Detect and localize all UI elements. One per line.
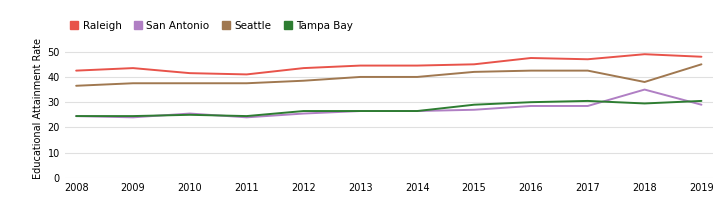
San Antonio <box>356 110 365 112</box>
Seattle <box>72 84 81 87</box>
Line: Raleigh: Raleigh <box>76 54 701 74</box>
Tampa Bay <box>72 115 81 117</box>
San Antonio <box>469 108 478 111</box>
Seattle <box>583 69 592 72</box>
San Antonio <box>129 116 138 119</box>
San Antonio <box>526 105 535 107</box>
San Antonio <box>300 112 308 115</box>
Seattle <box>697 63 706 66</box>
Seattle <box>186 82 194 85</box>
Line: San Antonio: San Antonio <box>76 90 701 117</box>
Raleigh <box>413 64 421 67</box>
Seattle <box>640 81 649 83</box>
Tampa Bay <box>300 110 308 112</box>
San Antonio <box>583 105 592 107</box>
Seattle <box>300 79 308 82</box>
San Antonio <box>697 104 706 106</box>
Seattle <box>469 71 478 73</box>
Tampa Bay <box>697 100 706 102</box>
Tampa Bay <box>243 115 251 117</box>
Tampa Bay <box>583 100 592 102</box>
Seattle <box>356 76 365 78</box>
Raleigh <box>186 72 194 74</box>
Raleigh <box>697 55 706 58</box>
Tampa Bay <box>129 115 138 117</box>
Seattle <box>129 82 138 85</box>
San Antonio <box>72 115 81 117</box>
Raleigh <box>583 58 592 61</box>
San Antonio <box>243 116 251 119</box>
Line: Tampa Bay: Tampa Bay <box>76 101 701 116</box>
Raleigh <box>72 69 81 72</box>
San Antonio <box>413 110 421 112</box>
Raleigh <box>300 67 308 69</box>
Y-axis label: Educational Attainment Rate: Educational Attainment Rate <box>33 38 43 179</box>
Raleigh <box>356 64 365 67</box>
Raleigh <box>129 67 138 69</box>
Tampa Bay <box>413 110 421 112</box>
Raleigh <box>526 57 535 59</box>
Seattle <box>243 82 251 85</box>
Tampa Bay <box>469 104 478 106</box>
Tampa Bay <box>640 102 649 105</box>
Tampa Bay <box>186 113 194 116</box>
Tampa Bay <box>526 101 535 104</box>
Seattle <box>526 69 535 72</box>
San Antonio <box>186 112 194 115</box>
Seattle <box>413 76 421 78</box>
Raleigh <box>469 63 478 66</box>
Raleigh <box>640 53 649 56</box>
Raleigh <box>243 73 251 76</box>
Legend: Raleigh, San Antonio, Seattle, Tampa Bay: Raleigh, San Antonio, Seattle, Tampa Bay <box>70 21 354 31</box>
San Antonio <box>640 88 649 91</box>
Line: Seattle: Seattle <box>76 64 701 86</box>
Tampa Bay <box>356 110 365 112</box>
